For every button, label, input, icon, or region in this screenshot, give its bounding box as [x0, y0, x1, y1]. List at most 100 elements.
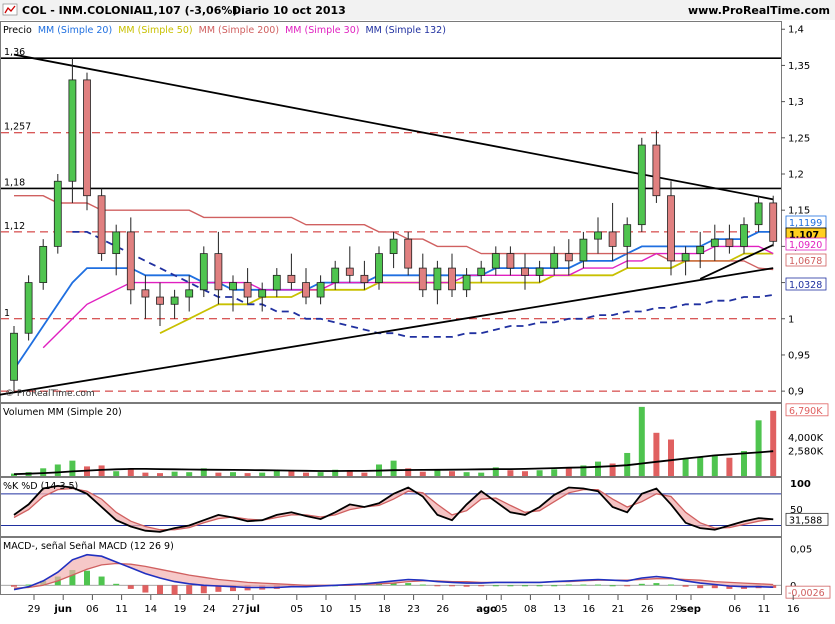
candle-body	[550, 253, 559, 269]
price-tick-label: 1	[788, 314, 794, 325]
macd-badge-box	[785, 585, 831, 599]
trendline-1	[0, 267, 774, 396]
candle-body	[97, 195, 106, 255]
level-label: 1	[4, 308, 10, 319]
candle-body	[243, 282, 252, 298]
axes: 1,41,351,31,251,21,151,11,0510,950,91,11…	[28, 25, 831, 615]
volume-bar	[551, 469, 558, 476]
macd-hist-bar	[215, 585, 222, 592]
macd-hist-bar	[142, 585, 149, 593]
macd-hist-bar	[113, 583, 120, 586]
x-tick-label: 11	[758, 604, 771, 615]
candle-body	[725, 238, 734, 247]
ma-line-4	[72, 231, 774, 338]
candle-body	[24, 282, 33, 334]
stoch-badge-label: 31,588	[789, 515, 822, 526]
volume-ma-line	[13, 450, 774, 475]
candle-body	[360, 274, 369, 283]
volume-bar	[171, 471, 178, 476]
stoch-k-line	[13, 484, 774, 533]
x-tick-label: 24	[203, 604, 216, 615]
x-tick-label: 21	[612, 604, 625, 615]
price-badge-label: 1,0920	[789, 240, 822, 251]
candle-body	[769, 202, 778, 242]
level-label: 1,12	[4, 221, 25, 232]
price-plot: 1,36 1,257 1,18 1,12 1	[0, 47, 781, 396]
candle-body	[141, 289, 150, 298]
price-tick-label: 1,25	[788, 133, 810, 144]
macd-hist-bar	[171, 585, 178, 595]
volume-bar	[405, 468, 412, 476]
volume-bar	[653, 432, 660, 476]
stoch-tick-label: 50	[790, 505, 803, 516]
candle-body	[185, 289, 194, 298]
macd-hist-bar	[536, 585, 543, 587]
volume-bar	[11, 473, 17, 476]
candle-body	[418, 267, 427, 291]
candle-body	[667, 195, 675, 262]
macd-hist-bar	[711, 585, 718, 589]
header-quote: 1,107 (-3,06%)	[146, 4, 237, 17]
candle-body	[375, 253, 383, 283]
volume-bar	[536, 470, 543, 476]
trendline-2	[699, 244, 774, 280]
macd-hist-bar	[624, 585, 631, 587]
x-tick-label: 06	[86, 604, 99, 615]
macd-hist-bar	[127, 585, 134, 589]
volume-bar	[332, 469, 339, 476]
candle-body	[448, 267, 456, 291]
macd-signal-line	[13, 562, 774, 589]
volume-bar	[40, 468, 47, 476]
candle-body	[710, 238, 719, 247]
volume-bar	[697, 456, 704, 476]
trendline-0	[13, 53, 774, 201]
price-badge-box	[785, 237, 827, 251]
macd-badge-label: -0,0026	[788, 588, 825, 599]
price-badge-box	[785, 277, 827, 291]
candle-body	[316, 282, 325, 298]
macd-hist-bar	[230, 585, 236, 592]
header-icon	[2, 3, 18, 16]
price-tick-label: 0,9	[788, 387, 804, 398]
volume-bar	[54, 464, 61, 476]
x-tick-label: jul	[245, 604, 260, 615]
volume-legend: Volumen MM (Simple 20)	[3, 407, 122, 418]
volume-bar	[113, 471, 120, 476]
header-symbol: COL - INM.COLONIAL	[22, 4, 149, 17]
ma-line-0	[13, 231, 774, 370]
price-tick-label: 0,95	[788, 350, 810, 361]
volume-bar	[449, 471, 455, 476]
macd-hist-bar	[419, 584, 426, 586]
macd-hist-bar	[668, 584, 674, 586]
candle-body	[39, 245, 48, 283]
x-tick-label: 05	[495, 604, 508, 615]
volume-bar	[186, 472, 193, 476]
candle-body	[740, 224, 748, 247]
volume-bar	[390, 460, 397, 476]
volume-bar	[244, 473, 251, 476]
candle-body	[53, 180, 62, 247]
volume-bar	[361, 472, 368, 476]
price-badge-label: 1,107	[789, 230, 819, 241]
candle-body	[229, 282, 237, 291]
candle-body	[302, 282, 310, 298]
volume-bar	[69, 460, 76, 476]
macd-hist-bar	[565, 584, 572, 586]
x-tick-label: 29	[670, 604, 683, 615]
volume-bar	[346, 471, 353, 476]
x-tick-label: 18	[378, 604, 391, 615]
candle-body	[579, 238, 588, 262]
candle-body	[637, 144, 646, 226]
volume-bar	[492, 467, 499, 476]
candle-body	[433, 267, 442, 291]
macd-hist-bar	[478, 585, 485, 587]
price-badge-label: 1,1199	[789, 218, 822, 229]
candle-body	[696, 245, 705, 255]
stoch-tick-label: 100	[790, 479, 811, 490]
volume-badge-label: 6,790K	[789, 406, 823, 417]
candle-body	[83, 79, 91, 197]
x-tick-label: 14	[144, 604, 157, 615]
macd-hist-bar	[157, 585, 163, 594]
